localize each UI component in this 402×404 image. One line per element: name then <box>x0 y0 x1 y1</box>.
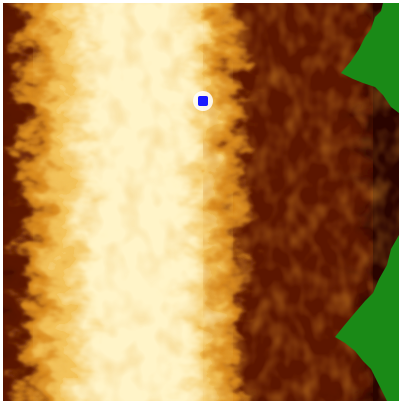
heat-texture-light <box>33 3 233 401</box>
game-viewport <box>3 3 399 401</box>
green-region-bottom <box>335 235 399 401</box>
terrain-canvas <box>3 3 399 401</box>
green-region-top <box>341 3 399 113</box>
agent-marker-icon[interactable] <box>193 91 213 111</box>
